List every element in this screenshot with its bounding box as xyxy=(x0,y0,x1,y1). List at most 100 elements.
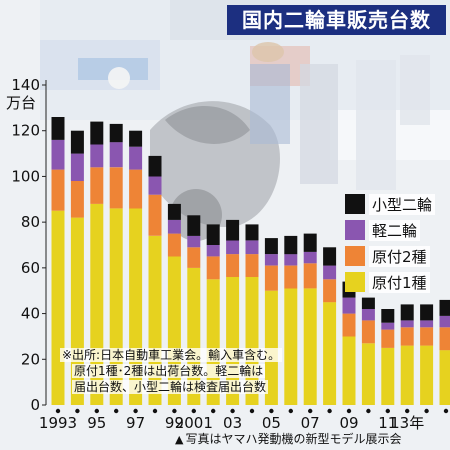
x-tick-mark xyxy=(327,408,332,414)
bar-segment xyxy=(303,263,317,289)
bar-segment xyxy=(148,155,162,177)
y-axis-unit: 万台 xyxy=(6,94,36,112)
bar-segment xyxy=(342,313,356,337)
legend-item-gentsuki-1: 原付1種 xyxy=(345,270,449,294)
y-tick-label: 100 xyxy=(11,167,40,185)
bar-segment xyxy=(51,117,65,140)
y-tick-label: 40 xyxy=(21,305,40,323)
legend-item-kogata: 小型二輪 xyxy=(345,192,449,216)
bar-segment xyxy=(148,194,162,236)
bar-segment xyxy=(206,256,220,280)
x-tick-mark xyxy=(288,408,293,414)
bar-segment xyxy=(90,121,104,145)
bar-segment xyxy=(361,309,375,321)
bar-segment xyxy=(381,322,395,330)
y-tick-label: 20 xyxy=(21,350,40,368)
bar-segment xyxy=(323,265,337,280)
bar-segment xyxy=(167,203,181,220)
bar-segment xyxy=(206,245,220,257)
bar-segment xyxy=(245,224,259,241)
bar-segment xyxy=(323,302,337,405)
bar-segment xyxy=(51,139,65,170)
bar-segment xyxy=(361,343,375,405)
x-tick-mark xyxy=(385,408,390,414)
bar-segment xyxy=(187,247,201,268)
y-tick-label: 140 xyxy=(11,76,40,94)
x-tick-label: 95 xyxy=(87,414,106,432)
bar-segment xyxy=(361,320,375,344)
x-tick-label: 97 xyxy=(126,414,145,432)
x-tick-label: 1993 xyxy=(39,414,77,432)
triangle-icon: ▲ xyxy=(175,433,184,446)
bar-segment xyxy=(148,235,162,405)
x-tick-mark xyxy=(211,408,216,414)
bar-segment xyxy=(245,254,259,277)
x-tick-label: 13年 xyxy=(390,414,424,432)
x-tick-mark xyxy=(366,408,371,414)
y-tick-label: 60 xyxy=(21,259,40,277)
x-tick-label: 07 xyxy=(301,414,320,432)
x-tick-label: 09 xyxy=(339,414,358,432)
bar-segment xyxy=(381,347,395,405)
x-tick-mark xyxy=(114,408,119,414)
bar-segment xyxy=(303,288,317,405)
legend-swatch-gentsuki-1 xyxy=(345,272,365,292)
bar-segment xyxy=(109,142,123,168)
bar-segment xyxy=(439,299,450,316)
x-tick-mark xyxy=(249,408,255,414)
legend-label-gentsuki-2: 原付2種 xyxy=(369,245,430,267)
bar-segment xyxy=(381,329,395,348)
bar-segment xyxy=(439,315,450,328)
bar-segment xyxy=(303,233,317,252)
bar-segment xyxy=(420,327,434,346)
x-tick-mark xyxy=(75,408,80,414)
bar-segment xyxy=(70,153,84,181)
bar-segment xyxy=(167,219,181,234)
bar-segment xyxy=(70,130,84,154)
bar-segment xyxy=(284,265,298,289)
x-tick-label: 03 xyxy=(223,414,242,432)
bar-segment xyxy=(323,247,337,266)
legend-label-kei: 軽二輪 xyxy=(369,219,421,241)
x-tick-mark xyxy=(55,408,61,414)
legend-swatch-gentsuki-2 xyxy=(345,246,365,266)
bar-segment xyxy=(303,251,317,264)
x-tick-label: 99 xyxy=(165,414,184,432)
bar-segment xyxy=(245,240,259,255)
legend-item-gentsuki-2: 原付2種 xyxy=(345,244,449,268)
legend: 小型二輪 軽二輪 原付2種 原付1種 xyxy=(345,192,449,296)
source-note-line: 原付1種･2種は出荷台数。軽二輪は xyxy=(72,364,266,378)
bar-segment xyxy=(129,169,143,209)
y-tick-label: 0 xyxy=(30,396,40,414)
bar-segment xyxy=(361,297,375,309)
source-note-line: 届出台数、小型二輪は検査届出台数 xyxy=(72,380,269,394)
legend-label-gentsuki-1: 原付1種 xyxy=(369,271,430,293)
bar-segment xyxy=(381,309,395,323)
bar-segment xyxy=(420,320,434,328)
bar-segment xyxy=(400,345,414,405)
x-tick-mark xyxy=(230,408,235,414)
x-tick-mark xyxy=(152,408,158,414)
x-tick-mark xyxy=(172,408,177,414)
chart-title: 国内二輪車販売台数 xyxy=(227,5,446,35)
bar-segment xyxy=(109,167,123,209)
bar-segment xyxy=(167,233,181,257)
x-tick-label: 11 xyxy=(378,414,397,432)
bar-segment xyxy=(284,254,298,266)
x-tick-mark xyxy=(308,408,313,414)
bar-segment xyxy=(323,279,337,303)
legend-swatch-kogata xyxy=(345,194,365,214)
bar-segment xyxy=(90,144,104,168)
x-tick-label: 05 xyxy=(262,414,281,432)
source-note-line: ※出所:日本自動車工業会。輸入車含む。 xyxy=(60,348,283,362)
photo-caption: ▲ 写真はヤマハ発動機の新型モデル展示会 xyxy=(175,430,401,447)
y-tick-label: 80 xyxy=(21,213,40,231)
bar-segment xyxy=(264,238,278,255)
x-tick-mark xyxy=(191,408,196,414)
x-tick-mark xyxy=(269,408,274,414)
bar-segment xyxy=(129,130,143,147)
bar-segment xyxy=(109,123,123,143)
bar-segment xyxy=(264,254,278,266)
x-tick-mark xyxy=(133,408,138,414)
